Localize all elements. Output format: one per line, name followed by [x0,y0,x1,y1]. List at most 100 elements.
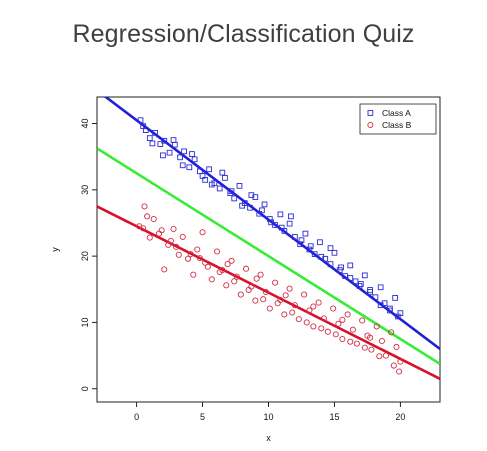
point-class-b [390,362,397,369]
point-class-a [347,262,354,269]
point-class-a [186,164,193,171]
data-points [136,117,404,375]
point-class-a [161,137,168,144]
point-class-b [150,215,157,223]
point-class-b [318,325,325,332]
point-class-a [327,261,334,267]
point-class-a [377,302,384,309]
point-class-a [239,202,245,209]
x-tick-label: 20 [395,412,405,422]
point-class-a [392,295,398,301]
point-class-b [335,320,342,327]
point-class-a [297,241,304,248]
point-class-b [158,227,165,234]
point-class-a [278,224,285,231]
point-class-b [353,340,360,347]
point-class-a [216,185,223,192]
point-class-a [166,149,173,156]
point-class-b [216,268,223,276]
point-class-a [160,152,166,159]
point-class-a [387,307,393,314]
point-class-b [252,297,259,304]
legend: Class A Class B [359,103,437,135]
point-class-b [291,302,298,309]
point-class-b [253,275,260,282]
point-class-b [388,329,395,336]
point-class-a [199,173,206,179]
point-class-a [181,148,187,155]
point-class-a [394,313,401,320]
point-class-b [237,291,244,298]
point-class-a [248,192,255,198]
point-class-b [368,346,375,353]
point-class-a [206,166,212,173]
point-class-b [376,353,383,360]
point-class-b [233,273,240,280]
point-class-b [272,279,279,286]
point-class-a [146,135,153,141]
x-tick-label: 10 [263,412,273,422]
point-class-a [306,246,313,253]
point-class-a [317,239,323,246]
point-class-a [157,141,164,147]
point-class-b [175,251,182,258]
point-class-b [260,296,267,303]
point-class-b [140,225,147,232]
point-class-b [196,255,203,262]
point-class-b [303,319,310,326]
point-class-a [288,213,294,220]
point-class-b [382,352,389,359]
point-class-a [261,201,268,208]
point-class-a [302,230,309,237]
point-class-b [324,328,331,335]
point-class-a [361,272,368,279]
point-class-a [311,251,318,257]
point-class-b [187,251,194,258]
point-class-b [344,311,351,318]
point-class-b [306,307,313,314]
point-class-a [236,182,243,189]
point-class-a [292,234,298,240]
point-class-b [367,334,374,341]
point-class-a [377,284,384,291]
point-class-b [144,213,151,220]
legend-box [359,103,437,135]
x-axis-label: x [266,433,271,443]
point-class-a [179,162,186,169]
legend-marker-circle [367,121,374,129]
point-class-a [286,220,293,227]
point-class-b [266,305,273,312]
point-class-a [177,154,183,161]
point-class-b [289,309,296,316]
point-class-b [393,343,400,351]
point-class-a [208,181,215,188]
regression-line [97,147,440,365]
point-class-a [152,129,158,136]
point-class-b [161,266,168,273]
point-class-b [347,338,354,345]
point-class-b [373,323,380,330]
point-class-b [167,237,174,244]
point-class-b [208,276,215,283]
point-class-b [286,285,293,292]
point-class-b [179,233,186,240]
y-tick-label: 40 [80,119,90,129]
x-tick-label: 15 [329,412,339,422]
point-class-b [349,326,356,333]
point-class-b [243,265,250,272]
page-title: Regression/Classification Quiz [72,20,415,48]
point-class-b [173,243,180,250]
point-class-a [247,204,253,211]
point-class-b [295,316,302,323]
axes: 0 5 10 15 20 0 10 20 30 40 x y [50,119,405,443]
point-class-a [357,281,364,287]
point-class-b [361,344,368,351]
point-class-b [282,292,289,299]
point-class-a [372,294,379,301]
point-class-b [245,286,252,293]
point-class-a [318,253,325,260]
y-tick-label: 10 [80,317,90,327]
x-tick-label: 0 [134,412,139,422]
point-class-b [359,317,366,324]
